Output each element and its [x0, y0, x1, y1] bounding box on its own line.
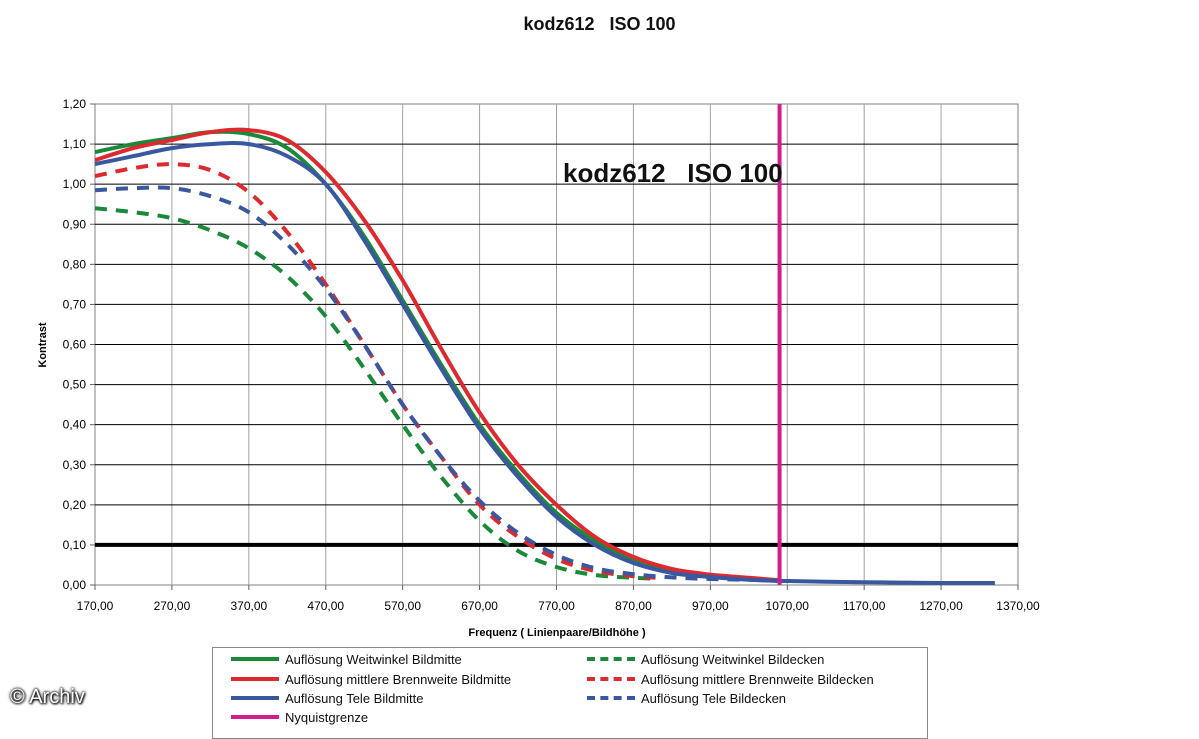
legend-label: Auflösung mittlere Brennweite Bildmitte: [285, 671, 512, 687]
y-tick-label: 0,30: [63, 458, 87, 472]
x-tick-label: 1070,00: [766, 599, 810, 613]
x-tick-label: 170,00: [77, 599, 114, 613]
tick-layer: 170,00 270,00 370,00 470,00 570,00 670,00 770,…: [63, 97, 1040, 613]
y-tick-label: 0,80: [63, 257, 87, 271]
legend-item-mittlere-bildmitte: Auflösung mittlere Brennweite Bildmitte: [231, 670, 511, 688]
legend-swatch: [587, 677, 635, 681]
x-tick-label: 370,00: [230, 599, 267, 613]
series-layer: [94, 104, 995, 586]
y-tick-label: 0,60: [63, 338, 87, 352]
legend-label: Auflösung mittlere Brennweite Bildecken: [641, 671, 874, 687]
legend-item-mittlere-bildecken: Auflösung mittlere Brennweite Bildecken: [587, 670, 874, 688]
legend-item-tele-bildecken: Auflösung Tele Bildecken: [587, 689, 786, 707]
y-tick-label: 1,00: [63, 177, 87, 191]
x-tick-label: 970,00: [692, 599, 729, 613]
y-tick-label: 0,00: [63, 578, 87, 592]
y-tick-label: 0,40: [63, 418, 87, 432]
legend-label: Auflösung Tele Bildmitte: [285, 690, 424, 706]
legend-item-nyquistgrenze: Nyquistgrenze: [231, 708, 368, 726]
y-tick-label: 0,70: [63, 297, 87, 311]
legend-swatch: [231, 696, 279, 700]
chart-plot: 170,00 270,00 370,00 470,00 570,00 670,00 770,…: [37, 97, 1040, 639]
legend-swatch: [231, 657, 279, 661]
legend-label: Auflösung Tele Bildecken: [641, 690, 787, 706]
legend-swatch: [231, 715, 279, 719]
y-axis-label: Kontrast: [37, 322, 49, 368]
x-tick-label: 470,00: [307, 599, 344, 613]
legend: Auflösung Weitwinkel Bildmitte Auflösung…: [212, 647, 928, 739]
legend-item-weitwinkel-bildecken: Auflösung Weitwinkel Bildecken: [587, 650, 824, 668]
legend-swatch: [587, 657, 635, 661]
legend-swatch: [587, 696, 635, 700]
x-tick-label: 770,00: [538, 599, 575, 613]
x-tick-label: 870,00: [615, 599, 652, 613]
legend-label: Nyquistgrenze: [285, 709, 369, 725]
inner-title: kodz612 ISO 100: [563, 158, 783, 188]
legend-swatch: [231, 677, 279, 681]
y-tick-label: 0,50: [63, 378, 87, 392]
legend-label: Auflösung Weitwinkel Bildecken: [641, 651, 825, 667]
y-tick-label: 0,10: [63, 538, 87, 552]
series-line-aufloesung-tele-bildmitte: [94, 141, 995, 586]
x-axis-label: Frequenz ( Linienpaare/Bildhöhe ): [468, 627, 646, 639]
x-tick-label: 670,00: [461, 599, 498, 613]
legend-item-weitwinkel-bildmitte: Auflösung Weitwinkel Bildmitte: [231, 650, 462, 668]
series-line-aufloesung-mittlere-brennweite-bildmitte: [94, 127, 780, 583]
y-tick-label: 0,90: [63, 217, 87, 231]
legend-label: Auflösung Weitwinkel Bildmitte: [285, 651, 462, 667]
series-line-aufloesung-weitwinkel-bildecken: [94, 206, 657, 581]
x-tick-label: 1270,00: [919, 599, 963, 613]
legend-item-tele-bildmitte: Auflösung Tele Bildmitte: [231, 689, 424, 707]
y-tick-label: 1,20: [63, 97, 87, 111]
y-tick-label: 0,20: [63, 498, 87, 512]
y-tick-label: 1,10: [63, 137, 87, 151]
chart-title: kodz612 ISO 100: [523, 14, 676, 34]
watermark: © Archiv: [10, 686, 85, 708]
x-tick-label: 1170,00: [843, 599, 886, 613]
series-line-aufloesung-tele-bildecken: [94, 185, 788, 583]
x-tick-label: 1370,00: [996, 599, 1040, 613]
x-tick-label: 270,00: [154, 599, 191, 613]
x-tick-label: 570,00: [384, 599, 421, 613]
